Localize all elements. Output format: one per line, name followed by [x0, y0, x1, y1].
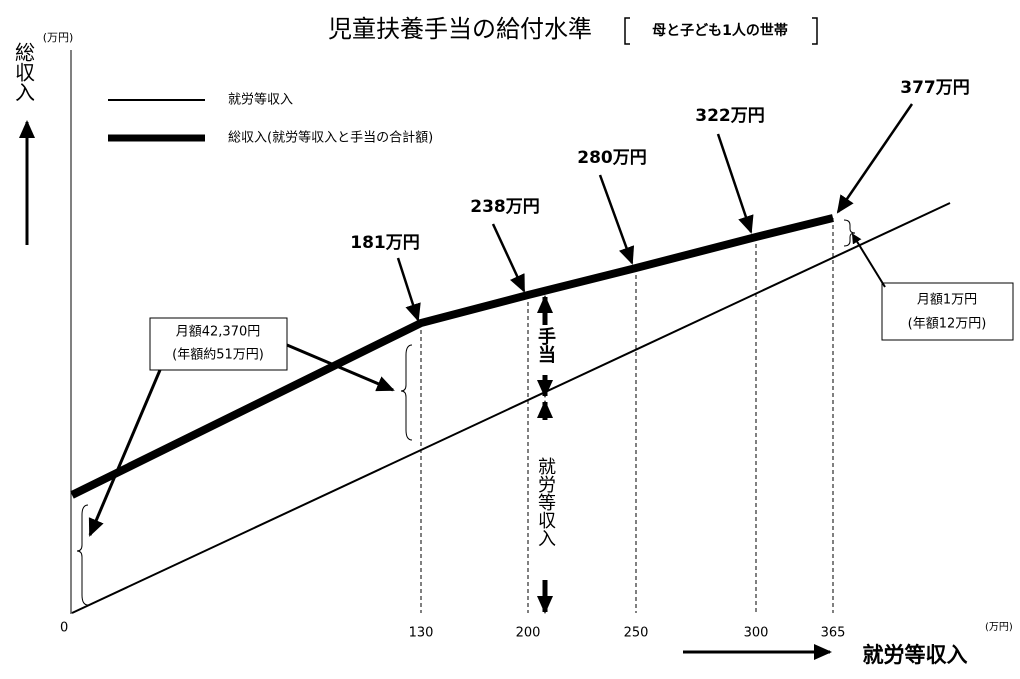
- legend-label: 総収入(就労等収入と手当の合計額): [228, 130, 433, 146]
- y-axis-unit: (万円): [43, 31, 74, 44]
- annotation-arrow: [286, 343, 395, 392]
- x-origin: 0: [60, 621, 68, 636]
- point-label: 280万円: [577, 148, 647, 168]
- earned-line: [71, 202, 951, 614]
- x-axis-label: 就労等収入: [863, 643, 968, 667]
- x-tick-label: 365: [821, 626, 846, 641]
- legend-label: 就労等収入: [228, 92, 293, 108]
- subtitle-bracket: [624, 17, 818, 45]
- title: 児童扶養手当の給付水準: [328, 15, 592, 43]
- x-tick-label: 130: [409, 626, 434, 641]
- annotation: 月額1万円: [917, 293, 977, 308]
- earned-label: 就労等収入: [535, 457, 556, 547]
- label-bg: [535, 455, 555, 578]
- annotation-box: [881, 282, 1014, 341]
- x-tick-label: 200: [516, 626, 541, 641]
- subtitle: 母と子ども1人の世帯: [652, 22, 788, 39]
- point-label: 322万円: [695, 106, 765, 126]
- annotation: 月額42,370円: [176, 325, 261, 340]
- x-axis-unit: (万円): [985, 622, 1013, 633]
- annotation: (年額約51万円): [172, 348, 264, 363]
- y-axis-label: 総収入: [12, 42, 36, 102]
- allowance-label: 手当: [535, 326, 556, 364]
- total-line: [70, 214, 834, 499]
- braces: [76, 219, 856, 606]
- point-label: 377万円: [900, 78, 970, 98]
- annotation: (年額12万円): [908, 317, 987, 332]
- x-tick-label: 250: [624, 626, 649, 641]
- point-label: 181万円: [350, 233, 420, 253]
- label-bg: [535, 325, 555, 373]
- annotation-arrow: [851, 233, 886, 288]
- guide-lines: [420, 218, 834, 613]
- x-tick-label: 300: [744, 626, 769, 641]
- annotation-box: [149, 317, 288, 371]
- point-label: 238万円: [470, 197, 540, 217]
- point-arrows: [396, 103, 914, 322]
- annotation-arrow: [88, 369, 162, 537]
